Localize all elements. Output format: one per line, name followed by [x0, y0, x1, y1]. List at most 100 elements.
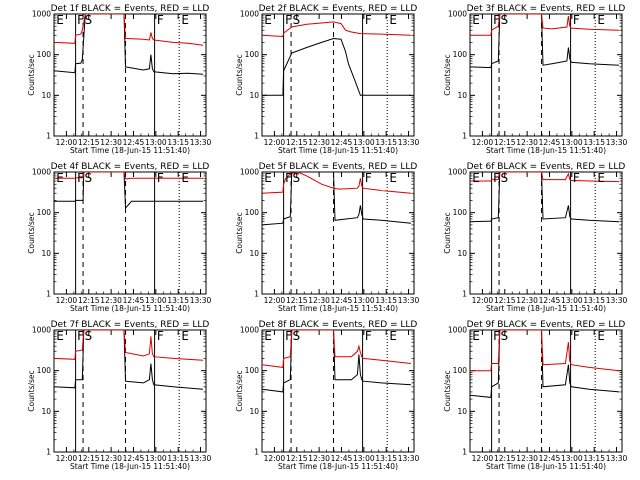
x-axis-label: Start Time (18-Jun-15 11:51:40): [70, 462, 190, 471]
y-tick-label: 100: [245, 366, 260, 375]
plot-frame: [469, 171, 623, 295]
x-tick-label: 12:00: [472, 454, 494, 463]
panel-5: Det 5f BLACK = Events, RED = LLD 1 10 100 10…: [235, 162, 420, 313]
phase-marker: F: [573, 329, 580, 343]
x-tick-label: 12:45: [123, 454, 145, 463]
x-tick-label: 13:15: [583, 138, 605, 147]
y-tick-label: 1000: [32, 10, 51, 19]
plot-frame: [261, 329, 415, 453]
plot-frame: [53, 171, 207, 295]
y-tick-label: 1000: [32, 168, 51, 177]
x-axis-label: Start Time (18-Jun-15 11:51:40): [278, 146, 398, 155]
x-axis-label: Start Time (18-Jun-15 11:51:40): [70, 146, 190, 155]
phase-marker: E: [56, 171, 64, 185]
panel-3: Det 3f BLACK = Events, RED = LLD 1 10 100 10…: [443, 4, 628, 155]
y-tick-label: 1000: [240, 326, 259, 335]
x-tick-label: 12:30: [308, 138, 330, 147]
x-tick-label: 13:15: [375, 296, 397, 305]
y-tick-label: 1: [462, 448, 467, 457]
panel-2: Det 2f BLACK = Events, RED = LLD 1 10 100 10…: [235, 4, 420, 155]
lld-series: [470, 14, 620, 36]
y-tick-label: 1000: [448, 326, 467, 335]
phase-marker: F: [157, 13, 164, 27]
phase-marker: E: [389, 13, 397, 27]
phase-marker: F: [573, 13, 580, 27]
phase-marker: E: [472, 329, 480, 343]
phase-marker: E: [181, 329, 189, 343]
panel-1: Det 1f BLACK = Events, RED = LLD 1 10 100 10…: [27, 4, 212, 155]
phase-marker: S: [293, 13, 301, 27]
x-axis-label: Start Time (18-Jun-15 11:51:40): [70, 304, 190, 313]
y-tick-label: 10: [457, 249, 467, 258]
x-tick-label: 12:30: [516, 138, 538, 147]
events-series: [470, 172, 620, 223]
phase-marker: E: [597, 13, 605, 27]
events-series: [54, 172, 203, 210]
lld-series: [54, 330, 204, 361]
x-tick-label: 12:15: [78, 296, 100, 305]
phase-marker: F: [285, 13, 292, 27]
x-tick-label: 12:15: [286, 454, 308, 463]
phase-marker: S: [293, 171, 301, 185]
events-series: [54, 330, 204, 390]
x-tick-label: 12:30: [516, 296, 538, 305]
x-tick-label: 13:00: [353, 138, 375, 147]
y-tick-label: 1: [462, 290, 467, 299]
phase-marker: E: [264, 13, 272, 27]
x-tick-label: 13:00: [353, 454, 375, 463]
plot-frame: [53, 13, 207, 137]
y-tick-label: 10: [41, 249, 51, 258]
phase-marker: S: [501, 329, 509, 343]
phase-marker: F: [365, 171, 372, 185]
phase-marker: F: [493, 329, 500, 343]
panel-7: Det 7f BLACK = Events, RED = LLD 1 10 100 10…: [27, 320, 212, 471]
y-tick-label: 1000: [240, 168, 259, 177]
x-tick-label: 12:45: [123, 296, 145, 305]
panel-title: Det 9f BLACK = Events, RED = LLD: [467, 320, 626, 330]
x-tick-label: 12:45: [539, 296, 561, 305]
y-tick-label: 100: [245, 208, 260, 217]
lld-series: [262, 21, 412, 38]
y-tick-label: 100: [37, 50, 52, 59]
x-tick-label: 12:15: [494, 138, 516, 147]
panel-8: Det 8f BLACK = Events, RED = LLD 1 10 100 10…: [235, 320, 420, 471]
x-tick-label: 12:15: [286, 138, 308, 147]
y-axis-label: Counts/sec: [27, 212, 36, 253]
phase-marker: E: [56, 13, 64, 27]
y-axis-label: Counts/sec: [443, 370, 452, 411]
x-tick-label: 13:30: [398, 454, 420, 463]
y-tick-label: 10: [457, 407, 467, 416]
x-axis-label: Start Time (18-Jun-15 11:51:40): [278, 304, 398, 313]
panel-title: Det 8f BLACK = Events, RED = LLD: [259, 320, 418, 330]
lld-series: [470, 330, 620, 372]
x-tick-label: 12:00: [264, 454, 286, 463]
y-tick-label: 10: [457, 91, 467, 100]
panel-4: Det 4f BLACK = Events, RED = LLD 1 10 100 10…: [27, 162, 212, 313]
phase-marker: F: [365, 329, 372, 343]
panel-9: Det 9f BLACK = Events, RED = LLD 1 10 100 10…: [443, 320, 628, 471]
x-tick-label: 12:00: [472, 296, 494, 305]
plot-frame: [469, 329, 623, 453]
y-axis-label: Counts/sec: [27, 54, 36, 95]
panel-title: Det 1f BLACK = Events, RED = LLD: [51, 4, 210, 14]
x-tick-label: 12:15: [286, 296, 308, 305]
phase-marker: S: [293, 329, 301, 343]
lld-series: [262, 330, 412, 368]
phase-marker: F: [77, 171, 84, 185]
x-tick-label: 12:00: [264, 296, 286, 305]
y-tick-label: 1: [254, 448, 259, 457]
y-tick-label: 1: [254, 132, 259, 141]
x-tick-label: 12:15: [494, 296, 516, 305]
x-tick-label: 13:30: [398, 296, 420, 305]
events-series: [262, 37, 411, 96]
x-tick-label: 13:30: [606, 454, 628, 463]
x-tick-label: 12:30: [100, 454, 122, 463]
events-series: [262, 330, 412, 393]
phase-marker: E: [181, 171, 189, 185]
y-tick-label: 1: [46, 290, 51, 299]
x-tick-label: 12:00: [472, 138, 494, 147]
phase-marker: F: [77, 329, 84, 343]
y-tick-label: 100: [37, 208, 52, 217]
x-tick-label: 12:45: [539, 138, 561, 147]
phase-marker: S: [85, 171, 93, 185]
